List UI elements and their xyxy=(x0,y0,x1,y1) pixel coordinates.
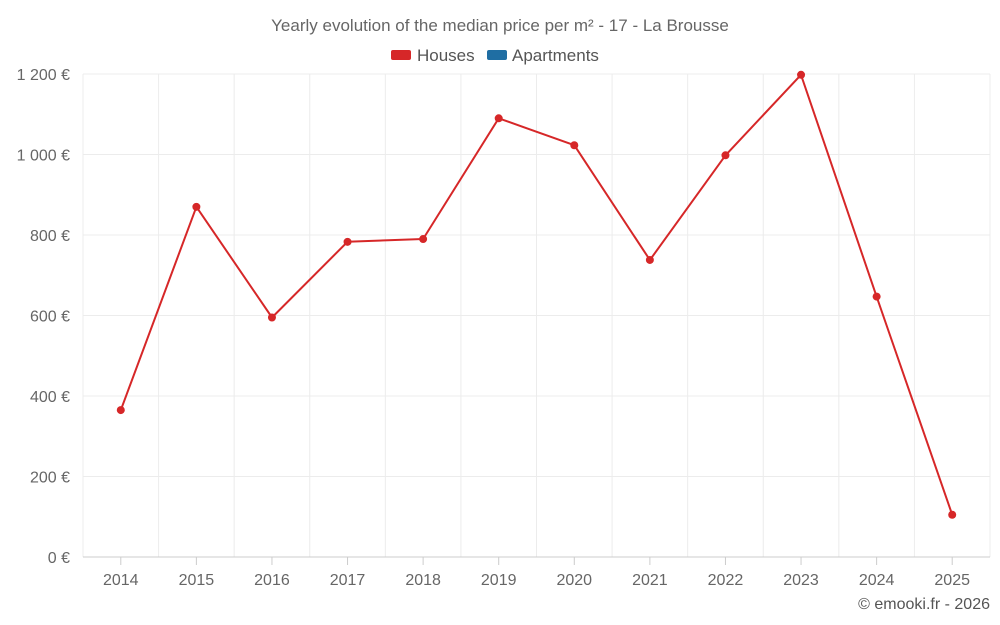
series xyxy=(116,70,957,519)
x-tick-label: 2019 xyxy=(481,572,517,589)
legend: Houses Apartments xyxy=(391,46,599,65)
legend-item-houses[interactable]: Houses xyxy=(391,46,475,65)
y-tick-label: 1 200 € xyxy=(17,67,70,84)
y-tick-label: 200 € xyxy=(30,470,70,487)
data-point-houses[interactable] xyxy=(645,255,654,264)
data-point-houses[interactable] xyxy=(267,313,276,322)
legend-label-apartments: Apartments xyxy=(512,46,599,65)
data-point-houses[interactable] xyxy=(343,237,352,246)
x-tick-label: 2023 xyxy=(783,572,819,589)
legend-swatch-apartments xyxy=(487,50,507,60)
y-tick-label: 400 € xyxy=(30,389,70,406)
x-tick-label: 2016 xyxy=(254,572,290,589)
legend-item-apartments[interactable]: Apartments xyxy=(487,46,599,65)
data-point-houses[interactable] xyxy=(872,292,881,301)
x-tick-label: 2021 xyxy=(632,572,668,589)
x-tick-label: 2025 xyxy=(934,572,970,589)
gridlines xyxy=(82,73,991,558)
data-point-houses[interactable] xyxy=(948,510,957,519)
data-point-houses[interactable] xyxy=(570,141,579,150)
x-tick-label: 2024 xyxy=(859,572,895,589)
legend-swatch-houses xyxy=(391,50,411,60)
x-tick-label: 2017 xyxy=(330,572,366,589)
axes: 0 € 200 € 400 € 600 € 800 € 1 000 € 1 200 € 201… xyxy=(17,67,990,589)
y-tick-label: 0 € xyxy=(48,550,70,567)
data-point-houses[interactable] xyxy=(419,235,428,244)
chart-title: Yearly evolution of the median price per… xyxy=(271,16,729,35)
y-tick-label: 800 € xyxy=(30,228,70,245)
data-point-houses[interactable] xyxy=(797,70,806,79)
data-point-houses[interactable] xyxy=(192,202,201,211)
x-tick-label: 2015 xyxy=(179,572,215,589)
y-tick-label: 1 000 € xyxy=(17,148,70,165)
x-tick-label: 2018 xyxy=(405,572,441,589)
data-point-houses[interactable] xyxy=(494,114,503,123)
data-point-houses[interactable] xyxy=(116,406,125,415)
series-line-houses xyxy=(119,73,954,516)
legend-label-houses: Houses xyxy=(417,46,475,65)
x-tick-label: 2020 xyxy=(556,572,592,589)
y-tick-label: 600 € xyxy=(30,309,70,326)
x-tick-label: 2022 xyxy=(708,572,744,589)
credit-text: © emooki.fr - 2026 xyxy=(858,596,990,613)
x-tick-label: 2014 xyxy=(103,572,139,589)
data-point-houses[interactable] xyxy=(721,151,730,160)
